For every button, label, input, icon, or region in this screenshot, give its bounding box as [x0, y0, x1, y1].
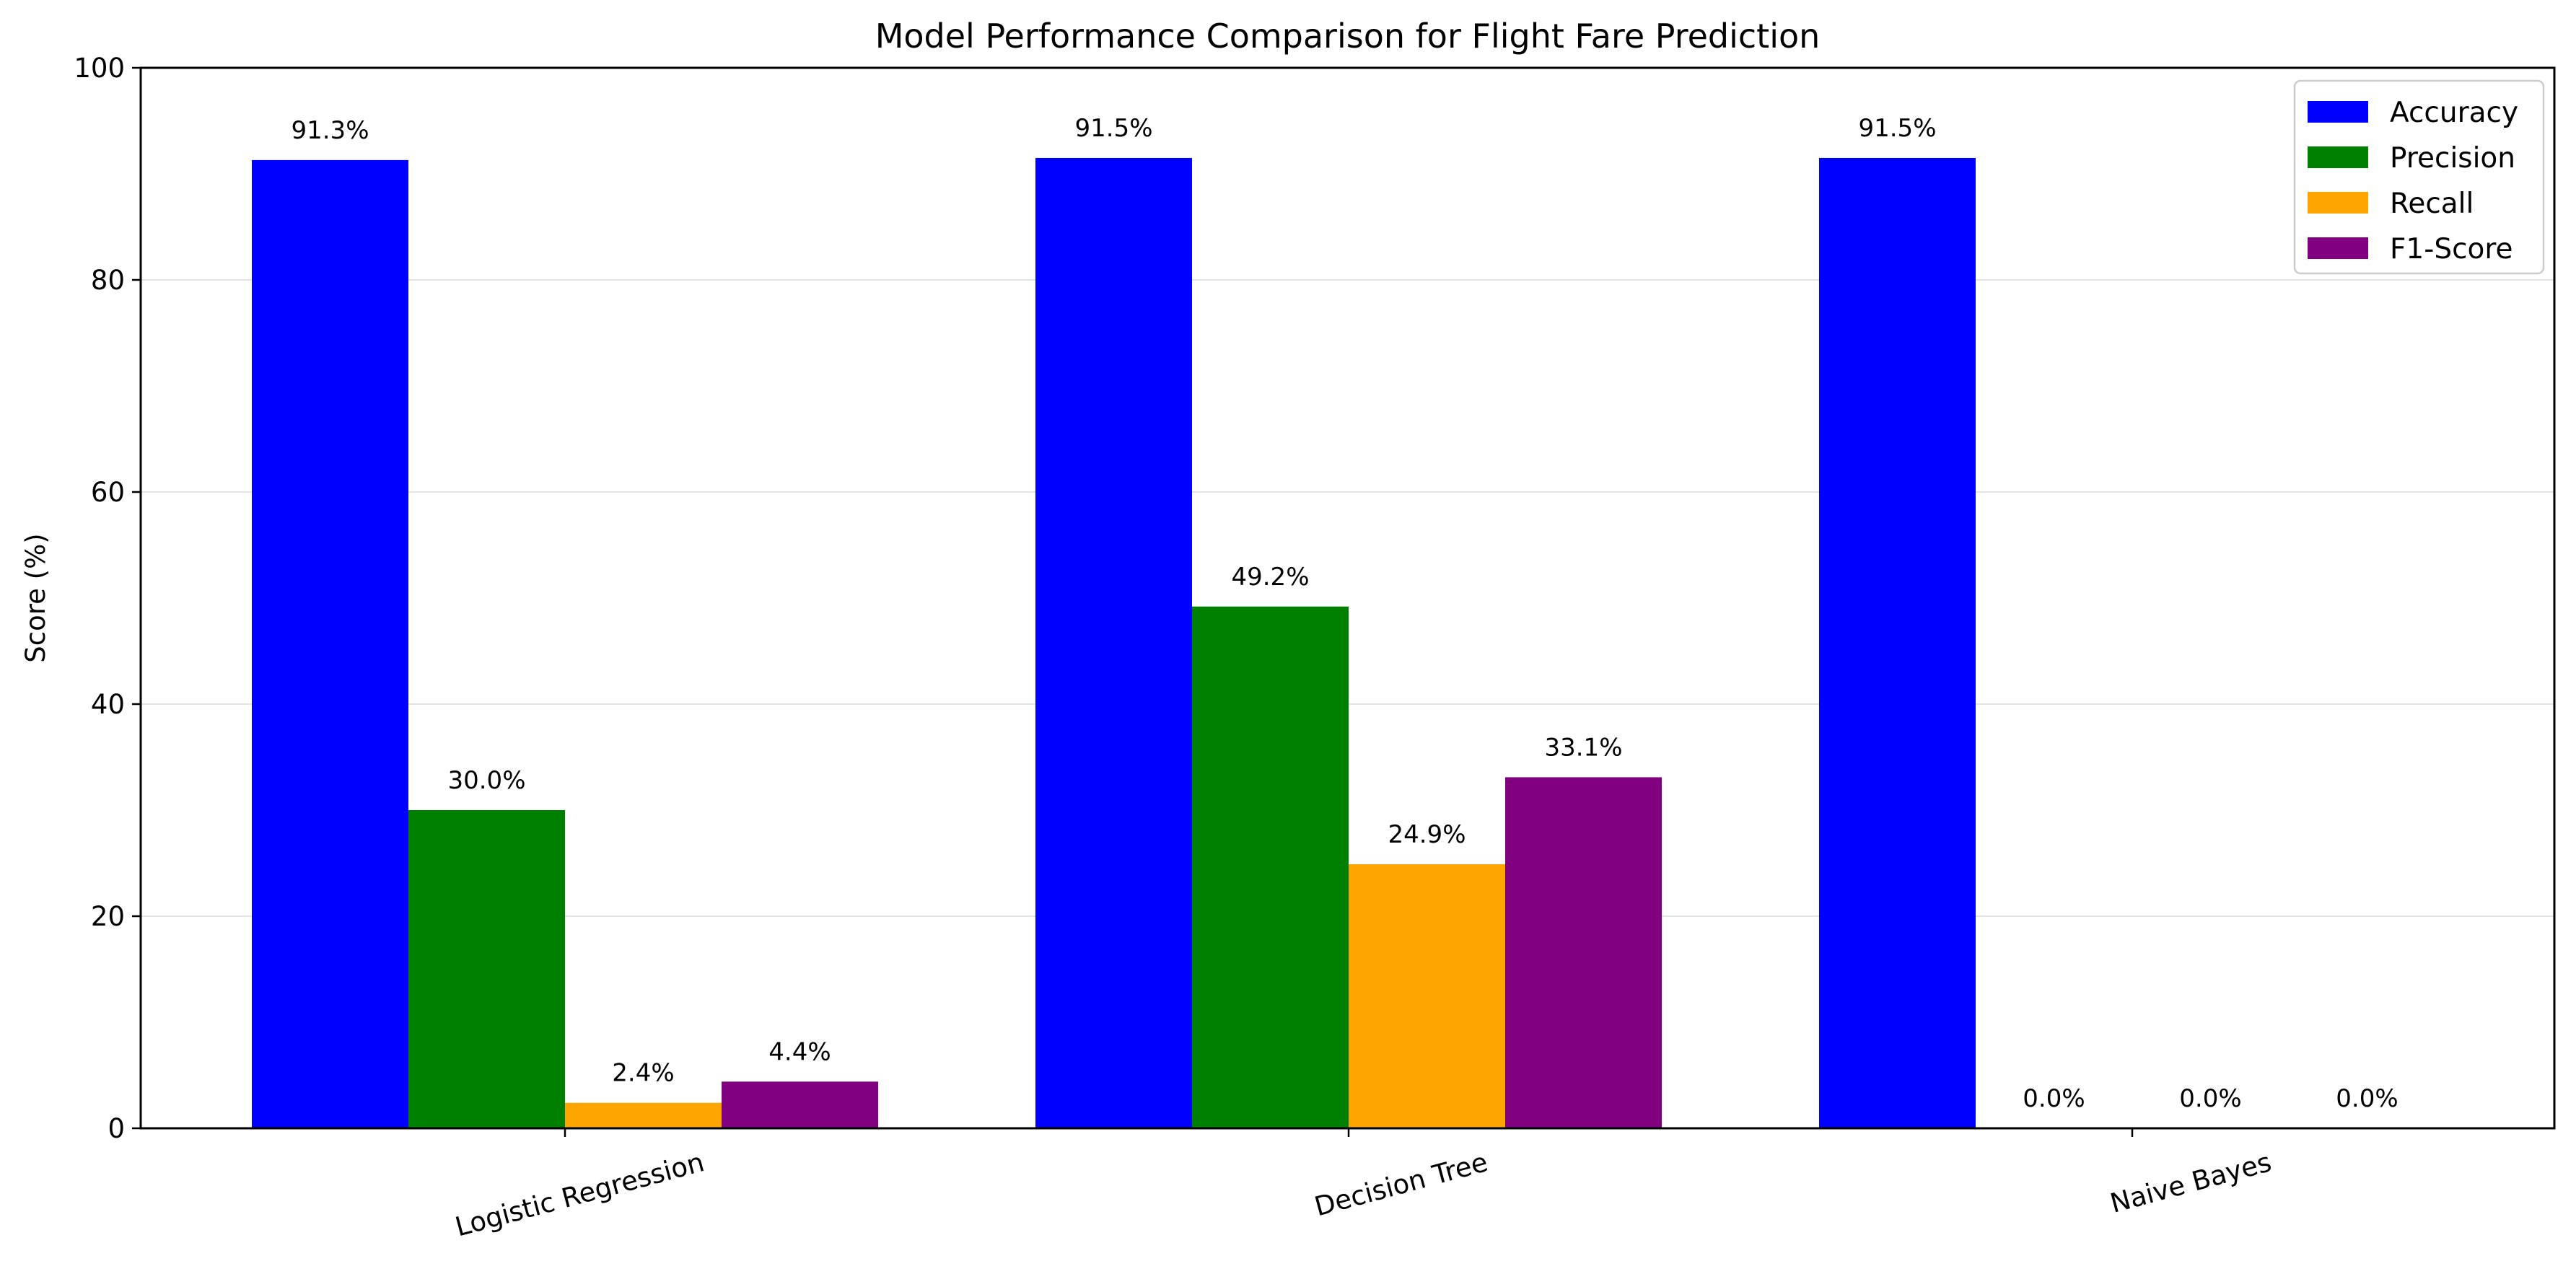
bar-precision-decision-tree: [1192, 606, 1349, 1128]
legend-swatch-accuracy: [2308, 101, 2368, 123]
bar-recall-logistic-regression: [565, 1102, 722, 1128]
bar-value-labels: 91.3% 91.5% 91.5% 30.0% 49.2% 0.0% 2.4% 24.9% 0.…: [291, 114, 2398, 1113]
bar-value-label: 49.2%: [1231, 563, 1309, 592]
bar-value-label: 24.9%: [1388, 820, 1466, 849]
bar-value-label: 0.0%: [2336, 1084, 2398, 1113]
legend-swatch-f1-score: [2308, 237, 2368, 259]
plot-frame: [139, 66, 2556, 1130]
legend-box: [2293, 79, 2545, 275]
y-tick-label: 60: [91, 477, 125, 508]
bar-accuracy-naive-bayes: [1819, 157, 1976, 1129]
legend-label: F1-Score: [2390, 233, 2513, 265]
legend-label: Recall: [2390, 188, 2474, 220]
bar-accuracy-logistic-regression: [252, 159, 408, 1128]
bar-value-label: 91.3%: [291, 116, 369, 145]
bar-value-label: 0.0%: [2023, 1084, 2085, 1113]
legend: Accuracy Precision Recall F1-Score: [2293, 79, 2545, 275]
legend-swatch-precision: [2308, 146, 2368, 168]
y-tick-label: 100: [74, 53, 125, 84]
bar-value-label: 33.1%: [1544, 733, 1622, 762]
bar-value-label: 2.4%: [612, 1059, 674, 1088]
y-tick-label: 20: [91, 901, 125, 932]
bar-accuracy-decision-tree: [1035, 157, 1192, 1129]
bar-value-label: 4.4%: [768, 1037, 831, 1066]
chart-title: Model Performance Comparison for Flight …: [875, 17, 1821, 56]
bar-precision-logistic-regression: [408, 810, 565, 1128]
legend-swatch-recall: [2308, 192, 2368, 214]
legend-label: Precision: [2390, 142, 2515, 175]
bar-value-label: 30.0%: [447, 766, 525, 795]
y-axis-label: Score (%): [20, 533, 51, 662]
y-tick-label: 0: [108, 1113, 125, 1144]
y-tick-label: 80: [91, 265, 125, 296]
legend-label: Accuracy: [2390, 97, 2518, 129]
bar-f1-score-decision-tree: [1505, 777, 1662, 1128]
y-tick-label: 40: [91, 689, 125, 720]
bar-value-label: 91.5%: [1858, 114, 1936, 143]
bar-recall-decision-tree: [1349, 864, 1505, 1128]
bar-value-label: 91.5%: [1074, 114, 1152, 143]
bars: [252, 157, 1976, 1129]
bar-f1-score-logistic-regression: [722, 1081, 878, 1128]
bar-value-label: 0.0%: [2179, 1084, 2241, 1113]
